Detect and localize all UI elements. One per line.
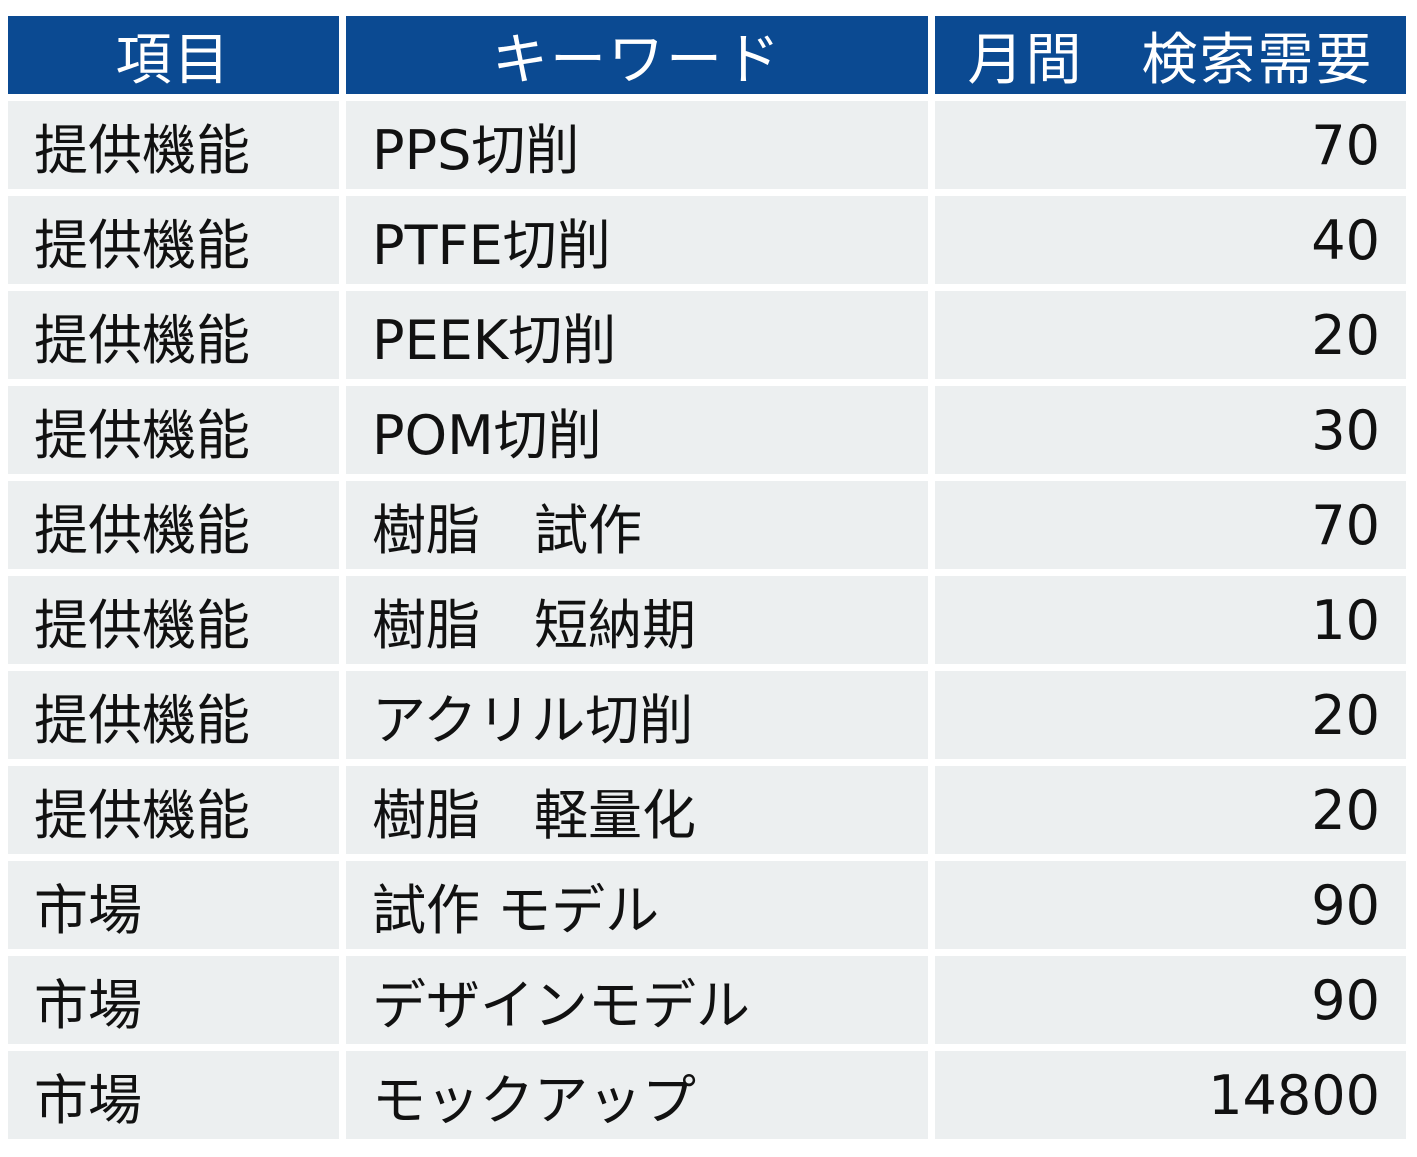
row-6-keyword: 樹脂 短納期 xyxy=(346,576,928,664)
row-7-keyword: アクリル切削 xyxy=(346,671,928,759)
row-11-category: 市場 xyxy=(8,1051,339,1139)
row-1-keyword: PPS切削 xyxy=(346,101,928,189)
row-4-keyword: POM切削 xyxy=(346,386,928,474)
row-10-category: 市場 xyxy=(8,956,339,1044)
row-7-category: 提供機能 xyxy=(8,671,339,759)
row-4-volume: 30 xyxy=(935,386,1406,474)
row-9-keyword: 試作 モデル xyxy=(346,861,928,949)
row-1-category: 提供機能 xyxy=(8,101,339,189)
row-3-category: 提供機能 xyxy=(8,291,339,379)
header-category: 項目 xyxy=(8,16,339,94)
row-10-volume: 90 xyxy=(935,956,1406,1044)
header-keyword: キーワード xyxy=(346,16,928,94)
row-2-keyword: PTFE切削 xyxy=(346,196,928,284)
row-9-volume: 90 xyxy=(935,861,1406,949)
row-4-category: 提供機能 xyxy=(8,386,339,474)
row-2-volume: 40 xyxy=(935,196,1406,284)
row-8-keyword: 樹脂 軽量化 xyxy=(346,766,928,854)
row-5-volume: 70 xyxy=(935,481,1406,569)
row-3-keyword: PEEK切削 xyxy=(346,291,928,379)
row-5-category: 提供機能 xyxy=(8,481,339,569)
row-7-volume: 20 xyxy=(935,671,1406,759)
row-11-volume: 14800 xyxy=(935,1051,1406,1139)
row-5-keyword: 樹脂 試作 xyxy=(346,481,928,569)
row-6-volume: 10 xyxy=(935,576,1406,664)
row-9-category: 市場 xyxy=(8,861,339,949)
row-10-keyword: デザインモデル xyxy=(346,956,928,1044)
row-8-category: 提供機能 xyxy=(8,766,339,854)
row-3-volume: 20 xyxy=(935,291,1406,379)
row-2-category: 提供機能 xyxy=(8,196,339,284)
row-8-volume: 20 xyxy=(935,766,1406,854)
row-11-keyword: モックアップ xyxy=(346,1051,928,1139)
header-search-volume: 月間 検索需要 xyxy=(935,16,1406,94)
row-6-category: 提供機能 xyxy=(8,576,339,664)
row-1-volume: 70 xyxy=(935,101,1406,189)
keyword-table: 項目 キーワード 月間 検索需要 提供機能 PPS切削 70 提供機能 PTFE… xyxy=(8,16,1406,1139)
